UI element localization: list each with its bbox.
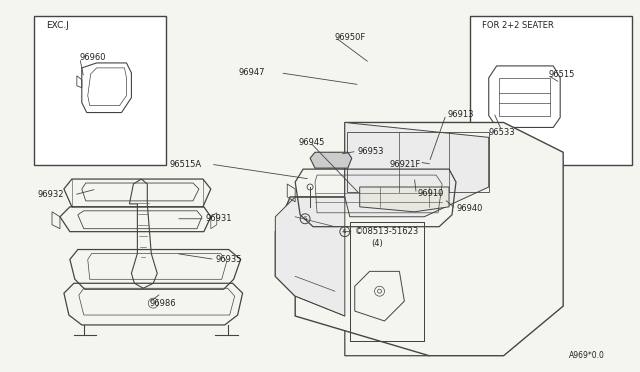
Text: 96953: 96953	[358, 147, 384, 156]
Text: S: S	[303, 216, 307, 221]
Bar	[34, 16, 166, 165]
Polygon shape	[345, 122, 489, 217]
Text: 96931: 96931	[206, 214, 232, 223]
Text: 96950F: 96950F	[335, 33, 366, 42]
Text: 96921F: 96921F	[390, 160, 420, 169]
Text: 96913: 96913	[447, 110, 474, 119]
Polygon shape	[310, 152, 352, 168]
Text: 96932: 96932	[37, 190, 63, 199]
Text: FOR 2+2 SEATER: FOR 2+2 SEATER	[482, 21, 554, 30]
Text: 96986: 96986	[149, 299, 176, 308]
Text: A969*0.0: A969*0.0	[569, 351, 605, 360]
Text: 96515A: 96515A	[169, 160, 201, 169]
Polygon shape	[275, 197, 345, 316]
Bar	[470, 16, 632, 165]
Text: EXC.J: EXC.J	[46, 21, 69, 30]
Text: 96533: 96533	[489, 128, 515, 137]
Text: ©08513-51623: ©08513-51623	[355, 227, 419, 236]
Text: 96935: 96935	[216, 255, 243, 264]
Text: S: S	[343, 229, 347, 234]
Text: 96960: 96960	[80, 54, 106, 62]
Text: 96940: 96940	[457, 204, 483, 213]
Text: 96515: 96515	[548, 70, 575, 79]
Text: 96945: 96945	[298, 138, 324, 147]
Text: 96947: 96947	[239, 68, 265, 77]
Text: (4): (4)	[372, 239, 383, 248]
Text: 96910: 96910	[417, 189, 444, 198]
Polygon shape	[275, 122, 563, 356]
Polygon shape	[360, 187, 449, 212]
